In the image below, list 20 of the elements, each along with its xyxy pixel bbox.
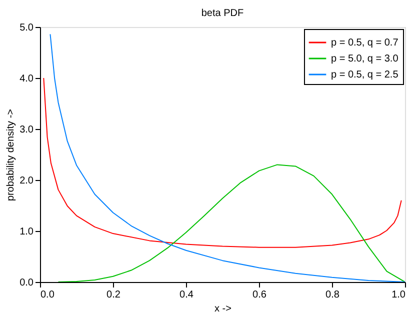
x-tick-label: 1.0 bbox=[392, 290, 406, 300]
x-tick-label: 0.2 bbox=[106, 290, 121, 300]
line-series bbox=[58, 164, 405, 282]
x-tick-label: 0.8 bbox=[326, 290, 340, 300]
x-tick-label: 0.4 bbox=[180, 290, 194, 300]
legend-label: p = 0.5, q = 2.5 bbox=[331, 70, 399, 80]
y-axis-title: probability density -> bbox=[6, 108, 17, 201]
x-tick-label: 0.0 bbox=[40, 290, 55, 300]
y-tick-label: 0.0 bbox=[20, 278, 34, 288]
legend-label: p = 0.5, q = 0.7 bbox=[331, 38, 399, 48]
x-tick-label: 0.6 bbox=[252, 290, 267, 300]
y-tick-label: 1.0 bbox=[20, 226, 34, 238]
y-tick-label: 5.0 bbox=[20, 22, 34, 34]
x-axis-title: x -> bbox=[214, 304, 232, 314]
y-tick-label: 4.0 bbox=[20, 74, 34, 84]
chart-title: beta PDF bbox=[201, 8, 244, 19]
line-series bbox=[50, 34, 405, 282]
y-tick-label: 3.0 bbox=[20, 124, 34, 136]
y-tick-label: 2.0 bbox=[20, 176, 34, 186]
legend-label: p = 5.0, q = 3.0 bbox=[331, 54, 399, 64]
